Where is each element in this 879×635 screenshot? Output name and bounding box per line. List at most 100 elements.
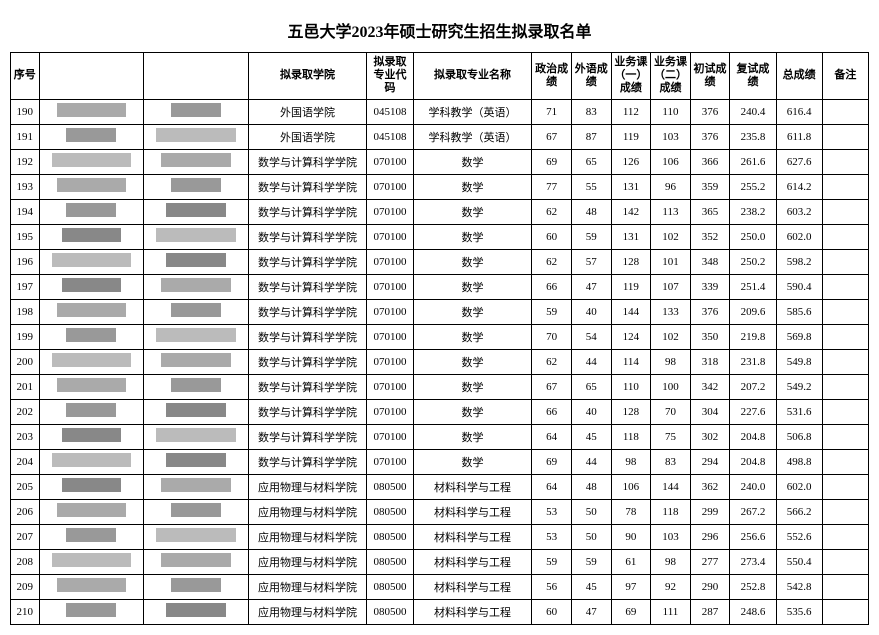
header-code: 拟录取专业代码 — [367, 53, 413, 100]
cell-major: 学科教学（英语） — [413, 124, 532, 149]
cell-foreign: 87 — [571, 124, 611, 149]
table-row: 201数学与计算科学学院070100数学6765110100342207.254… — [11, 374, 869, 399]
cell-major: 数学 — [413, 424, 532, 449]
cell-remark — [822, 299, 868, 324]
cell-course1: 90 — [611, 524, 651, 549]
cell-code: 070100 — [367, 374, 413, 399]
redacted-block — [161, 553, 231, 567]
cell-initial: 296 — [690, 524, 730, 549]
cell-course1: 142 — [611, 199, 651, 224]
redacted-block — [156, 228, 236, 242]
cell-total: 627.6 — [776, 149, 822, 174]
cell-hidden1 — [39, 524, 144, 549]
cell-code: 070100 — [367, 199, 413, 224]
cell-politics: 60 — [532, 599, 572, 624]
cell-college: 数学与计算科学学院 — [248, 149, 367, 174]
cell-foreign: 45 — [571, 424, 611, 449]
cell-major: 数学 — [413, 274, 532, 299]
redacted-block — [166, 253, 226, 267]
cell-total: 542.8 — [776, 574, 822, 599]
cell-course2: 144 — [651, 474, 691, 499]
table-row: 191外国语学院045108学科教学（英语）6787119103376235.8… — [11, 124, 869, 149]
cell-seq: 197 — [11, 274, 40, 299]
header-initial: 初试成绩 — [690, 53, 730, 100]
cell-remark — [822, 124, 868, 149]
cell-foreign: 57 — [571, 249, 611, 274]
table-row: 192数学与计算科学学院070100数学6965126106366261.662… — [11, 149, 869, 174]
table-row: 197数学与计算科学学院070100数学6647119107339251.459… — [11, 274, 869, 299]
cell-initial: 366 — [690, 149, 730, 174]
redacted-block — [171, 503, 221, 517]
cell-course2: 83 — [651, 449, 691, 474]
cell-course1: 119 — [611, 124, 651, 149]
cell-initial: 362 — [690, 474, 730, 499]
cell-code: 080500 — [367, 599, 413, 624]
cell-course1: 128 — [611, 249, 651, 274]
cell-politics: 70 — [532, 324, 572, 349]
table-row: 204数学与计算科学学院070100数学69449883294204.8498.… — [11, 449, 869, 474]
table-row: 194数学与计算科学学院070100数学6248142113365238.260… — [11, 199, 869, 224]
cell-major: 数学 — [413, 199, 532, 224]
cell-seq: 210 — [11, 599, 40, 624]
redacted-block — [57, 503, 127, 517]
cell-seq: 193 — [11, 174, 40, 199]
cell-politics: 62 — [532, 199, 572, 224]
cell-hidden2 — [144, 599, 249, 624]
cell-major: 材料科学与工程 — [413, 524, 532, 549]
cell-hidden2 — [144, 324, 249, 349]
cell-course2: 118 — [651, 499, 691, 524]
header-college: 拟录取学院 — [248, 53, 367, 100]
header-seq: 序号 — [11, 53, 40, 100]
table-row: 190外国语学院045108学科教学（英语）7183112110376240.4… — [11, 99, 869, 124]
cell-retest: 227.6 — [730, 399, 776, 424]
cell-major: 数学 — [413, 149, 532, 174]
cell-total: 569.8 — [776, 324, 822, 349]
cell-politics: 64 — [532, 474, 572, 499]
cell-hidden2 — [144, 99, 249, 124]
cell-remark — [822, 374, 868, 399]
cell-major: 数学 — [413, 449, 532, 474]
cell-remark — [822, 574, 868, 599]
cell-remark — [822, 449, 868, 474]
cell-course1: 78 — [611, 499, 651, 524]
redacted-block — [161, 153, 231, 167]
cell-course2: 106 — [651, 149, 691, 174]
cell-politics: 67 — [532, 124, 572, 149]
cell-politics: 66 — [532, 274, 572, 299]
cell-total: 550.4 — [776, 549, 822, 574]
cell-code: 045108 — [367, 124, 413, 149]
cell-code: 080500 — [367, 499, 413, 524]
table-row: 198数学与计算科学学院070100数学5940144133376209.658… — [11, 299, 869, 324]
cell-initial: 299 — [690, 499, 730, 524]
cell-course2: 102 — [651, 324, 691, 349]
redacted-block — [62, 228, 122, 242]
cell-hidden2 — [144, 174, 249, 199]
cell-course1: 106 — [611, 474, 651, 499]
cell-retest: 231.8 — [730, 349, 776, 374]
cell-hidden2 — [144, 549, 249, 574]
cell-hidden1 — [39, 499, 144, 524]
cell-code: 070100 — [367, 399, 413, 424]
cell-major: 材料科学与工程 — [413, 499, 532, 524]
cell-politics: 53 — [532, 499, 572, 524]
cell-hidden2 — [144, 199, 249, 224]
cell-code: 080500 — [367, 549, 413, 574]
cell-course2: 98 — [651, 549, 691, 574]
cell-college: 外国语学院 — [248, 124, 367, 149]
redacted-block — [52, 553, 132, 567]
cell-initial: 318 — [690, 349, 730, 374]
cell-total: 506.8 — [776, 424, 822, 449]
cell-politics: 64 — [532, 424, 572, 449]
cell-retest: 273.4 — [730, 549, 776, 574]
cell-foreign: 48 — [571, 474, 611, 499]
cell-major: 数学 — [413, 324, 532, 349]
redacted-block — [171, 178, 221, 192]
cell-initial: 294 — [690, 449, 730, 474]
cell-retest: 209.6 — [730, 299, 776, 324]
cell-hidden2 — [144, 349, 249, 374]
cell-college: 应用物理与材料学院 — [248, 574, 367, 599]
cell-total: 566.2 — [776, 499, 822, 524]
cell-politics: 69 — [532, 449, 572, 474]
cell-code: 045108 — [367, 99, 413, 124]
redacted-block — [62, 278, 122, 292]
